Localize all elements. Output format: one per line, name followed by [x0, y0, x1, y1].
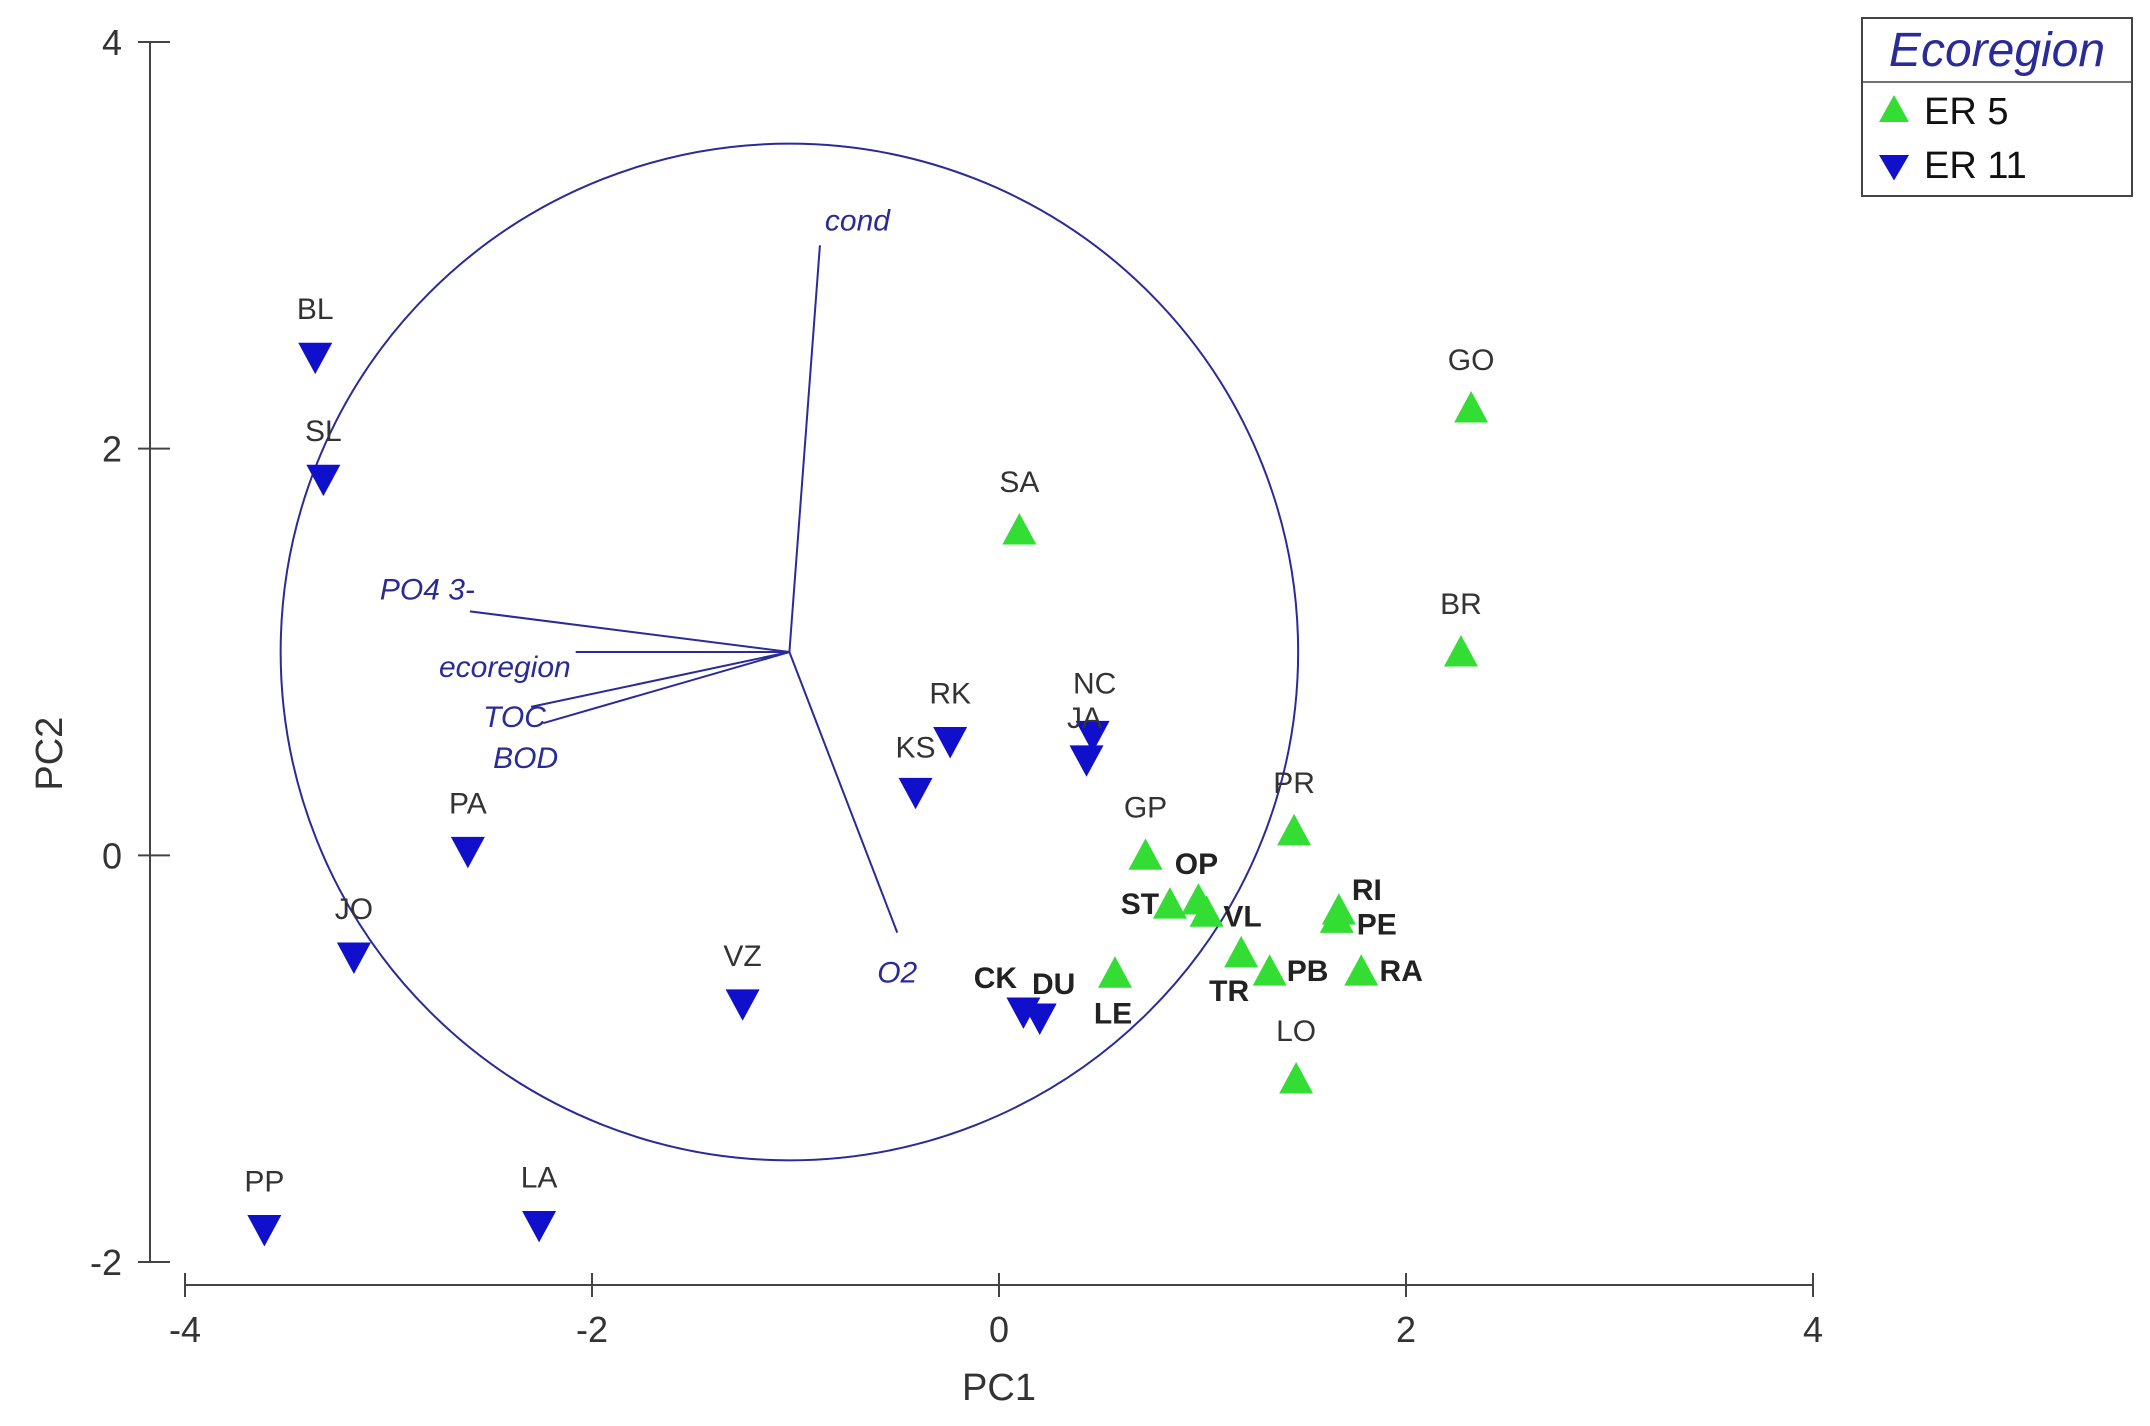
loading-vector-label: ecoregion	[439, 651, 571, 684]
legend-entry-label: ER 11	[1924, 145, 2027, 187]
data-point-label: ST	[1121, 888, 1159, 921]
data-point-marker	[1022, 1003, 1057, 1035]
data-point-label: DU	[1032, 968, 1075, 1001]
data-point-marker	[1344, 954, 1379, 986]
data-point-label: BL	[297, 293, 334, 326]
data-point-marker	[1279, 1062, 1314, 1094]
data-point-marker	[298, 342, 333, 375]
x-tick-label: 4	[1803, 1309, 1823, 1350]
data-point-marker	[1443, 635, 1478, 667]
loading-vector-label: TOC	[483, 701, 546, 734]
y-tick-label: 2	[102, 429, 122, 470]
data-point-label: SL	[305, 415, 342, 448]
data-point-label: PR	[1273, 767, 1315, 800]
loading-vector-label: O2	[877, 957, 917, 990]
data-point-marker	[898, 777, 933, 810]
loading-vector-label: cond	[825, 204, 891, 237]
data-point-marker	[725, 989, 760, 1021]
data-point-label: NC	[1073, 667, 1116, 700]
data-point-marker	[1128, 838, 1163, 870]
y-tick-label: 0	[102, 835, 122, 876]
correlation-circle-layer	[279, 142, 1300, 1162]
data-point-label: LE	[1094, 997, 1132, 1030]
loading-vector	[542, 651, 790, 725]
legend-title: Ecoregion	[1889, 24, 2105, 77]
loading-vectors: cond PO4 3- ecoregion TOC BOD O2	[380, 204, 918, 989]
loading-vector-label: PO4 3-	[380, 573, 475, 606]
data-point-marker	[1454, 391, 1489, 423]
data-point-label: PP	[244, 1165, 284, 1198]
loading-vector-label: BOD	[493, 742, 558, 775]
x-tick-label: -2	[576, 1309, 608, 1350]
data-point-label: PB	[1287, 955, 1329, 988]
data-point-marker	[336, 942, 371, 974]
data-point-label: RK	[929, 677, 971, 710]
data-point-marker	[1252, 954, 1287, 986]
data-point-label: LA	[521, 1161, 558, 1194]
legend-marker	[1879, 155, 1909, 181]
data-point-marker	[1277, 813, 1312, 846]
data-point-marker	[1069, 745, 1104, 777]
data-point-marker	[1097, 956, 1132, 988]
data-point-label: CK	[974, 962, 1018, 995]
data-point-marker	[450, 836, 485, 869]
data-point-marker	[247, 1215, 282, 1247]
data-point-marker	[1002, 513, 1037, 545]
data-point-label: TR	[1209, 975, 1249, 1008]
correlation-circle	[279, 142, 1300, 1162]
loading-vector	[788, 651, 899, 933]
data-point-label: RA	[1380, 955, 1423, 988]
data-point-label: JA	[1067, 702, 1102, 735]
y-tick-label: -2	[90, 1242, 122, 1283]
data-point-marker	[933, 727, 968, 759]
data-point-label: JO	[335, 893, 373, 926]
y-axis-title: PC2	[29, 717, 71, 791]
data-point-label: GO	[1448, 344, 1495, 377]
data-point-marker	[522, 1210, 557, 1243]
loading-vector	[530, 651, 790, 708]
data-point-label: SA	[999, 466, 1039, 499]
legend: Ecoregion ER 5 ER 11	[1861, 17, 2133, 197]
legend-entry-label: ER 5	[1924, 91, 2008, 133]
data-point-marker	[1075, 720, 1110, 753]
data-point-marker	[1224, 935, 1259, 968]
data-point-label: GP	[1124, 791, 1167, 824]
loading-vector	[469, 610, 790, 653]
data-point-label: KS	[896, 731, 936, 764]
data-point-label: PA	[449, 787, 487, 820]
x-axis-title: PC1	[962, 1367, 1036, 1409]
data-point-marker	[1319, 901, 1354, 933]
data-point-label: BR	[1440, 588, 1482, 621]
data-point-label: PE	[1357, 908, 1397, 941]
x-tick-label: -4	[169, 1309, 201, 1350]
data-point-label: OP	[1175, 848, 1218, 881]
data-point-marker	[1189, 895, 1224, 927]
data-point-marker	[306, 464, 341, 497]
loading-vector	[788, 245, 821, 653]
x-tick-label: 2	[1396, 1309, 1416, 1350]
data-point-label: RI	[1352, 874, 1382, 907]
data-point-marker	[1152, 887, 1187, 919]
data-point-label: LO	[1276, 1015, 1316, 1048]
x-tick-label: 0	[989, 1309, 1009, 1350]
data-point-label: VL	[1223, 900, 1261, 933]
legend-box	[1861, 17, 2133, 197]
data-point-label: VZ	[723, 940, 761, 973]
y-tick-label: 4	[102, 22, 122, 63]
axes: -4 -2 0 2 4 -2 0 2 4 PC1 PC2	[29, 22, 1823, 1409]
legend-marker	[1879, 95, 1909, 122]
